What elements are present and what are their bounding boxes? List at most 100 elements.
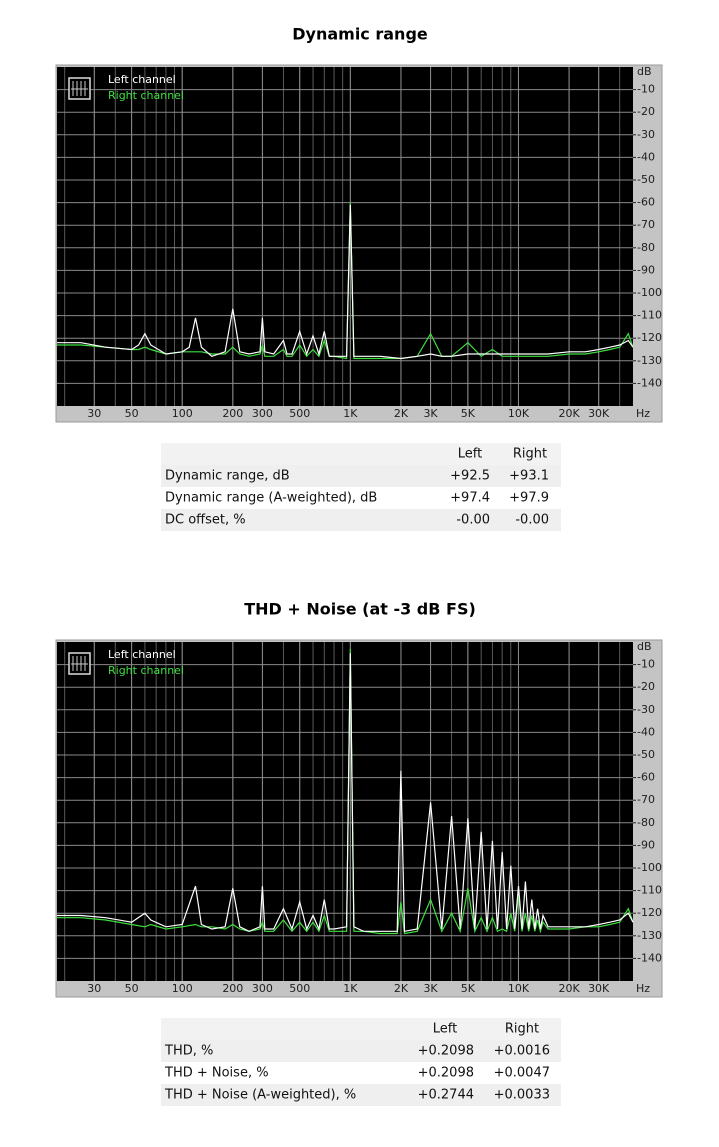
x-tick-label: 100 xyxy=(172,407,193,420)
y-tick-label: -20 xyxy=(637,105,655,118)
column-header: Left xyxy=(458,447,482,462)
y-tick-label: -140 xyxy=(637,376,662,389)
y-tick-label: -130 xyxy=(637,929,662,942)
y-tick-label: -50 xyxy=(637,748,655,761)
y-tick-label: -40 xyxy=(637,725,655,738)
column-header: Left xyxy=(433,1022,457,1037)
x-tick-label: 2K xyxy=(394,407,409,420)
x-tick-label: 1K xyxy=(343,407,358,420)
x-tick-label: 10K xyxy=(508,407,530,420)
table-row-bg xyxy=(161,509,561,531)
x-tick-label: 5K xyxy=(461,407,476,420)
row-label: Dynamic range (A-weighted), dB xyxy=(165,491,377,506)
y-tick-label: -40 xyxy=(637,150,655,163)
x-tick-label: 30 xyxy=(87,982,101,995)
row-label: Dynamic range, dB xyxy=(165,469,290,484)
y-tick-label: -20 xyxy=(637,680,655,693)
plot-area xyxy=(57,67,633,406)
legend: Left channel Right channel xyxy=(68,648,184,677)
y-tick-label: -100 xyxy=(637,286,662,299)
table-row-bg xyxy=(161,1084,561,1106)
table-value: +97.4 xyxy=(450,491,490,506)
x-tick-label: 2K xyxy=(394,982,409,995)
legend: Left channel Right channel xyxy=(68,73,184,102)
plot-area xyxy=(57,642,633,981)
spectrum-line xyxy=(57,653,634,933)
spectrum-line xyxy=(57,648,634,935)
row-label: THD + Noise (A-weighted), % xyxy=(164,1088,356,1103)
x-tick-label: 500 xyxy=(289,407,310,420)
column-header: Right xyxy=(513,447,547,462)
table-value: +93.1 xyxy=(509,469,549,484)
y-tick-label: -130 xyxy=(637,354,662,367)
table-value: +0.0047 xyxy=(494,1066,550,1081)
y-tick-label: -110 xyxy=(637,309,662,322)
table-value: +92.5 xyxy=(450,469,490,484)
y-tick-label: -60 xyxy=(637,196,655,209)
x-tick-label: 10K xyxy=(508,982,530,995)
x-tick-label: 300 xyxy=(252,407,273,420)
x-tick-label: 20K xyxy=(558,407,580,420)
y-tick-label: -120 xyxy=(637,331,662,344)
y-tick-label: -10 xyxy=(637,658,655,671)
x-tick-label: 1K xyxy=(343,982,358,995)
y-tick-label: -80 xyxy=(637,816,655,829)
chart-title: Dynamic range xyxy=(292,25,428,44)
table-header-bg xyxy=(161,443,561,465)
y-axis-unit: dB xyxy=(637,640,652,653)
y-tick-label: -10 xyxy=(637,83,655,96)
table-row-bg xyxy=(161,1062,561,1084)
table-row-bg xyxy=(161,465,561,487)
y-tick-label: -30 xyxy=(637,128,655,141)
x-tick-label: 5K xyxy=(461,982,476,995)
x-tick-label: 30K xyxy=(588,407,610,420)
x-tick-label: 50 xyxy=(125,982,139,995)
x-tick-label: 3K xyxy=(423,982,438,995)
y-tick-label: -140 xyxy=(637,951,662,964)
x-tick-label: 30K xyxy=(588,982,610,995)
table-value: +97.9 xyxy=(509,491,549,506)
legend-label: Left channel xyxy=(108,648,176,661)
spectrum-line xyxy=(57,202,634,360)
row-label: THD + Noise, % xyxy=(164,1066,269,1081)
x-tick-label: 100 xyxy=(172,982,193,995)
y-tick-label: -70 xyxy=(637,793,655,806)
y-tick-label: -100 xyxy=(637,861,662,874)
y-tick-label: -110 xyxy=(637,884,662,897)
table-value: +0.2098 xyxy=(418,1066,474,1081)
x-tick-label: 30 xyxy=(87,407,101,420)
row-label: DC offset, % xyxy=(165,513,246,528)
y-tick-label: -70 xyxy=(637,218,655,231)
y-tick-label: -80 xyxy=(637,241,655,254)
x-tick-label: 50 xyxy=(125,407,139,420)
x-tick-label: 20K xyxy=(558,982,580,995)
table-value: +0.0033 xyxy=(494,1088,550,1103)
legend-label: Right channel xyxy=(108,89,184,102)
y-tick-label: -120 xyxy=(637,906,662,919)
x-tick-label: 300 xyxy=(252,982,273,995)
y-tick-label: -30 xyxy=(637,703,655,716)
legend-label: Right channel xyxy=(108,664,184,677)
column-header: Right xyxy=(505,1022,539,1037)
x-tick-label: 200 xyxy=(222,982,243,995)
y-tick-label: -90 xyxy=(637,838,655,851)
y-tick-label: -90 xyxy=(637,263,655,276)
x-axis-unit: Hz xyxy=(636,982,650,995)
table-value: +0.0016 xyxy=(494,1044,550,1059)
table-row-bg xyxy=(161,1040,561,1062)
table-header-bg xyxy=(161,1018,561,1040)
y-axis-unit: dB xyxy=(637,65,652,78)
table-value: -0.00 xyxy=(456,513,490,528)
x-tick-label: 200 xyxy=(222,407,243,420)
table-value: +0.2744 xyxy=(418,1088,474,1103)
table-value: -0.00 xyxy=(515,513,549,528)
table-row-bg xyxy=(161,487,561,509)
spectrum-line xyxy=(57,204,634,360)
table-value: +0.2098 xyxy=(418,1044,474,1059)
x-tick-label: 3K xyxy=(423,407,438,420)
y-tick-label: -50 xyxy=(637,173,655,186)
row-label: THD, % xyxy=(164,1044,213,1059)
x-axis-unit: Hz xyxy=(636,407,650,420)
